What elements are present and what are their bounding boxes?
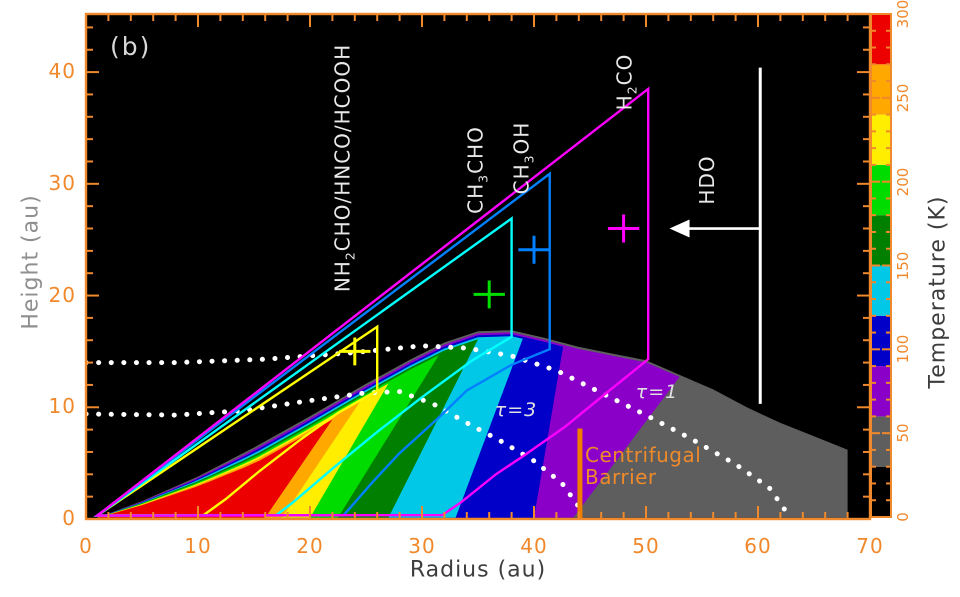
position-marker-nh2cho-hnco-hcooh	[339, 337, 371, 366]
colorbar-segment-240-270	[871, 64, 891, 115]
emission-region-outline-nh2cho-hnco-hcooh	[93, 324, 379, 517]
position-marker-ch3oh	[518, 235, 550, 264]
temperature-band-green	[97, 355, 439, 518]
colorbar-segment-30-60	[871, 416, 891, 467]
colorbar-segment-210-240	[871, 114, 891, 165]
colorbar-segment-180-210	[871, 164, 891, 216]
hdo-arrowhead-icon	[669, 219, 690, 238]
position-marker-ch3cho	[473, 280, 505, 309]
emission-region-outline-h2co	[93, 86, 650, 517]
colorbar-segment-270-300	[871, 14, 891, 65]
colorbar-segment-120-150	[871, 265, 891, 316]
colorbar-segment-90-120	[871, 315, 891, 367]
temperature-band-red	[97, 419, 333, 518]
temperature-band-dark-green	[97, 339, 478, 518]
colorbar-segment-60-90	[871, 366, 891, 417]
colorbar-segment-150-180	[871, 215, 891, 266]
emission-region-outline-ch3oh	[93, 171, 551, 517]
emission-region-outline-ch3cho	[93, 216, 513, 517]
temperature-band-orange	[97, 401, 361, 518]
position-marker-h2co	[607, 214, 640, 243]
tau-curve-tau1	[83, 343, 791, 517]
colorbar-segment-0-30	[871, 466, 891, 517]
